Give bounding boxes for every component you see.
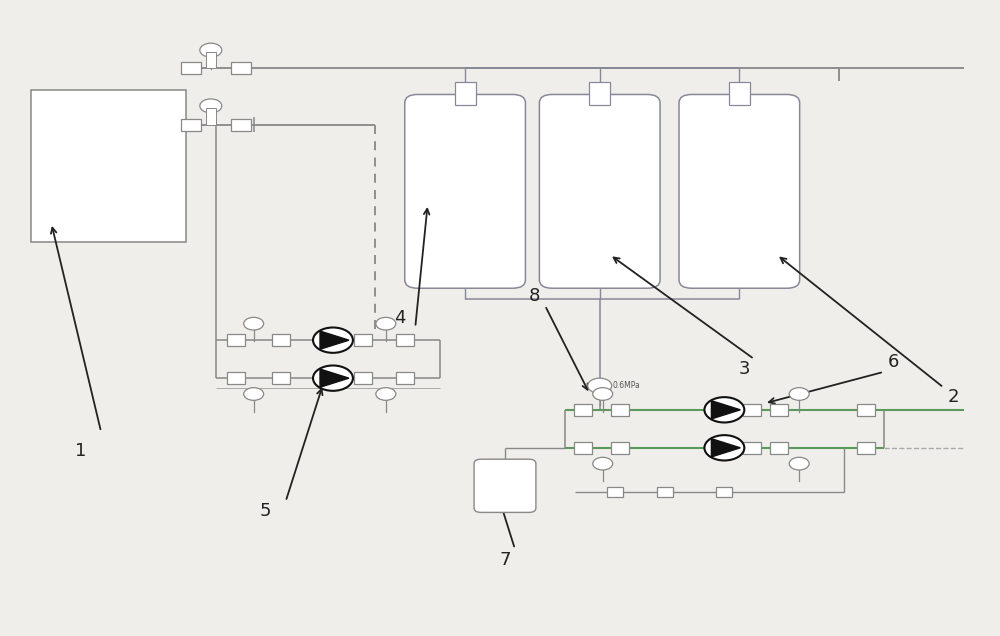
- Bar: [354, 335, 372, 346]
- Bar: [729, 83, 750, 104]
- Bar: [396, 373, 414, 384]
- Text: 2: 2: [948, 388, 959, 406]
- Bar: [31, 90, 186, 242]
- Bar: [354, 373, 372, 384]
- Bar: [770, 404, 788, 415]
- Bar: [743, 442, 761, 453]
- Polygon shape: [320, 331, 349, 349]
- Bar: [857, 442, 875, 453]
- Bar: [770, 442, 788, 453]
- Text: 6: 6: [888, 354, 900, 371]
- Bar: [181, 118, 201, 131]
- Bar: [589, 83, 610, 104]
- Circle shape: [588, 378, 612, 393]
- Bar: [206, 108, 216, 125]
- Bar: [743, 404, 761, 415]
- Bar: [455, 83, 476, 104]
- Text: 0.6MPa: 0.6MPa: [613, 381, 640, 391]
- Bar: [272, 373, 290, 384]
- Polygon shape: [711, 401, 740, 419]
- Bar: [396, 335, 414, 346]
- Circle shape: [244, 388, 264, 400]
- Text: 5: 5: [260, 502, 271, 520]
- Circle shape: [244, 317, 264, 330]
- Circle shape: [789, 457, 809, 470]
- Bar: [231, 62, 251, 74]
- Bar: [857, 404, 875, 415]
- Circle shape: [789, 388, 809, 400]
- Text: 8: 8: [529, 287, 541, 305]
- Bar: [206, 52, 216, 68]
- Text: 3: 3: [739, 359, 750, 378]
- Polygon shape: [711, 439, 740, 457]
- Text: 1: 1: [75, 442, 87, 460]
- Circle shape: [313, 328, 353, 353]
- Bar: [574, 404, 592, 415]
- FancyBboxPatch shape: [679, 95, 800, 288]
- Circle shape: [313, 366, 353, 391]
- Bar: [657, 487, 673, 497]
- Circle shape: [376, 388, 396, 400]
- Text: 4: 4: [395, 309, 406, 327]
- Bar: [574, 442, 592, 453]
- Circle shape: [593, 457, 613, 470]
- Text: 7: 7: [499, 551, 511, 569]
- Bar: [611, 404, 629, 415]
- Circle shape: [704, 435, 744, 460]
- Bar: [272, 335, 290, 346]
- Circle shape: [704, 397, 744, 422]
- Bar: [607, 487, 623, 497]
- Bar: [227, 335, 245, 346]
- Circle shape: [376, 317, 396, 330]
- Circle shape: [200, 43, 222, 57]
- FancyBboxPatch shape: [539, 95, 660, 288]
- Bar: [716, 487, 732, 497]
- FancyBboxPatch shape: [474, 459, 536, 513]
- Bar: [181, 62, 201, 74]
- Circle shape: [200, 99, 222, 113]
- Bar: [611, 442, 629, 453]
- FancyBboxPatch shape: [405, 95, 525, 288]
- Circle shape: [593, 388, 613, 400]
- Bar: [231, 118, 251, 131]
- Bar: [227, 373, 245, 384]
- Polygon shape: [320, 369, 349, 387]
